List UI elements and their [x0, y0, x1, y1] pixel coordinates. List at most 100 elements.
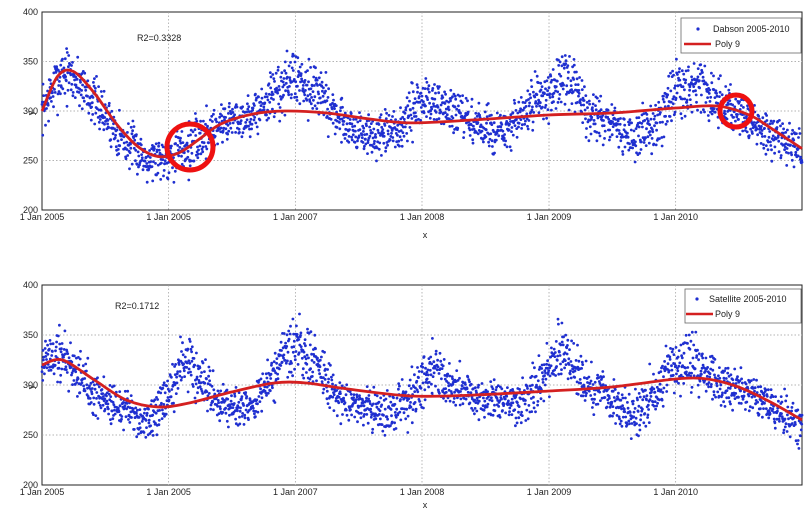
scatter-point [245, 118, 249, 122]
scatter-point [327, 377, 330, 381]
y-tick-label: 350 [23, 330, 38, 340]
scatter-point [548, 96, 552, 99]
scatter-point [705, 83, 709, 87]
scatter-point [255, 125, 259, 129]
scatter-point [111, 132, 115, 136]
scatter-point [701, 352, 704, 356]
scatter-point [331, 121, 335, 125]
scatter-point [432, 371, 436, 375]
scatter-point [497, 134, 501, 138]
scatter-point [313, 333, 317, 337]
scatter-point [543, 383, 547, 387]
scatter-point [558, 93, 562, 96]
scatter-point [326, 402, 330, 405]
scatter-point [547, 369, 551, 372]
scatter-point [611, 389, 615, 393]
scatter-point [461, 402, 465, 406]
legend-marker-points [696, 27, 700, 31]
scatter-point [99, 108, 103, 112]
scatter-point [606, 108, 610, 112]
scatter-point [76, 377, 80, 381]
scatter-point [564, 333, 568, 337]
scatter-point [272, 115, 276, 119]
scatter-point [644, 136, 647, 140]
scatter-point [695, 100, 698, 104]
scatter-point [550, 351, 554, 355]
scatter-point [159, 391, 163, 395]
scatter-point [156, 398, 160, 401]
scatter-point [666, 362, 670, 366]
scatter-point [575, 77, 579, 81]
scatter-point [501, 129, 505, 133]
scatter-point [350, 413, 353, 417]
scatter-point [430, 107, 434, 111]
scatter-point [92, 396, 96, 400]
scatter-point [611, 405, 615, 408]
scatter-point [399, 117, 403, 121]
scatter-point [54, 345, 58, 349]
scatter-point [431, 375, 435, 378]
scatter-point [784, 142, 788, 146]
scatter-point [45, 107, 48, 110]
scatter-point [599, 108, 603, 112]
scatter-point [627, 120, 630, 124]
scatter-point [725, 389, 729, 392]
scatter-point [409, 405, 413, 409]
x-axis-label: x [423, 230, 428, 240]
scatter-point [323, 350, 326, 354]
scatter-point [156, 163, 160, 167]
scatter-point [584, 135, 588, 139]
scatter-point [765, 114, 768, 117]
scatter-point [284, 89, 287, 93]
scatter-point [107, 126, 110, 130]
scatter-point [595, 130, 598, 134]
scatter-point [323, 378, 327, 381]
scatter-point [417, 376, 420, 379]
scatter-point [645, 117, 649, 121]
scatter-point [779, 124, 782, 128]
scatter-point [54, 69, 58, 73]
scatter-point [299, 345, 303, 348]
scatter-point [659, 388, 663, 392]
scatter-point [708, 88, 712, 92]
scatter-point [610, 103, 614, 106]
scatter-point [145, 414, 149, 417]
scatter-point [437, 91, 441, 95]
scatter-point [662, 386, 666, 390]
scatter-point [750, 395, 754, 399]
scatter-point [639, 148, 643, 151]
scatter-point [592, 93, 595, 96]
scatter-point [569, 369, 572, 373]
scatter-point [680, 116, 684, 120]
scatter-point [565, 92, 568, 96]
scatter-point [349, 112, 353, 115]
scatter-point [734, 392, 738, 395]
scatter-point [476, 132, 480, 136]
scatter-point [579, 381, 582, 385]
scatter-point [201, 361, 205, 365]
legend-1: Dabson 2005-2010 Poly 9 [680, 17, 802, 54]
scatter-point [560, 321, 564, 325]
scatter-point [231, 111, 235, 114]
scatter-point [177, 148, 180, 152]
scatter-point [572, 58, 576, 61]
scatter-point [490, 396, 493, 400]
scatter-point [447, 384, 451, 388]
scatter-point [284, 81, 288, 85]
scatter-point [747, 134, 751, 138]
scatter-point [265, 376, 269, 380]
scatter-point [233, 113, 237, 117]
scatter-point [719, 74, 722, 78]
scatter-point [581, 96, 585, 100]
scatter-point [339, 392, 342, 395]
scatter-point [761, 415, 764, 419]
scatter-point [219, 389, 223, 393]
scatter-point [436, 358, 439, 362]
scatter-point [95, 397, 98, 400]
scatter-point [120, 138, 123, 142]
scatter-point [148, 149, 152, 152]
scatter-point [745, 400, 749, 404]
scatter-point [75, 381, 79, 384]
scatter-point [456, 126, 460, 130]
scatter-point [197, 148, 200, 152]
